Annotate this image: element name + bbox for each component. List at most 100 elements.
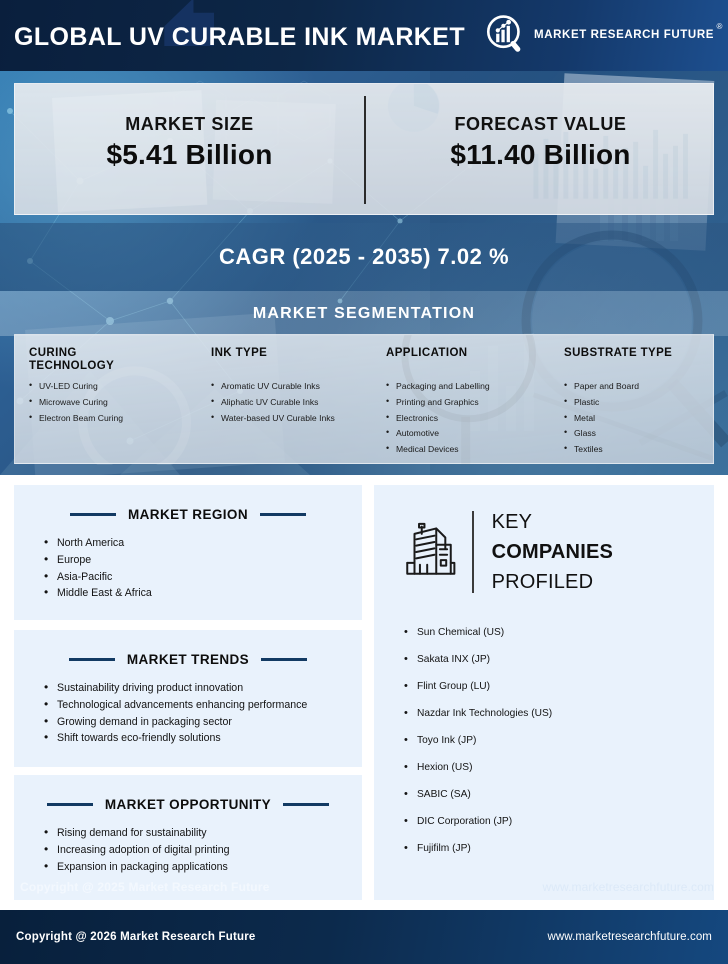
dash-right-icon [259, 513, 306, 516]
dash-left-icon [70, 513, 117, 516]
market-region-header: MARKET REGION [14, 507, 362, 522]
list-item: Flint Group (LU) [404, 673, 714, 700]
dash-right-icon [283, 803, 330, 806]
segmentation-item: Aromatic UV Curable Inks [211, 378, 386, 395]
list-item: Sun Chemical (US) [404, 619, 714, 646]
cagr-band: CAGR (2025 - 2035) 7.02 % [0, 223, 728, 291]
cagr-text: CAGR (2025 - 2035) 7.02 % [218, 244, 510, 269]
segmentation-item: Plastic [564, 394, 709, 411]
list-item: Technological advancements enhancing per… [44, 696, 362, 714]
list-item: Expansion in packaging applications [44, 858, 362, 876]
page-header: GLOBAL UV CURABLE INK MARKET MARKET RESE… [0, 0, 728, 71]
market-research-future-logo-icon [487, 15, 521, 52]
list-item: Sakata INX (JP) [404, 646, 714, 673]
segmentation-column-substrate-type: SUBSTRATE TYPE Paper and Board Plastic M… [564, 347, 709, 463]
watermark-row: Copyright @ 2025 Market Research Future … [0, 880, 728, 902]
key-companies-header: KEY COMPANIES PROFILED [374, 485, 714, 597]
key-stats-panel: MARKET SIZE $5.41 Billion FORECAST VALUE… [14, 83, 714, 215]
dash-left-icon [46, 803, 93, 806]
hero-section: MARKET SIZE $5.41 Billion FORECAST VALUE… [0, 71, 728, 475]
segmentation-item: UV-LED Curing [29, 378, 211, 395]
brand-logo[interactable]: MARKET RESEARCH FUTURE ® [485, 14, 722, 56]
market-segmentation-panel: CURING TECHNOLOGY UV-LED Curing Microwav… [14, 334, 714, 465]
stats-panel-background [52, 84, 688, 213]
segmentation-column-curing-technology: CURING TECHNOLOGY UV-LED Curing Microwav… [29, 347, 211, 463]
market-region-title: MARKET REGION [128, 507, 248, 522]
forecast-value-value: $11.40 Billion [450, 139, 631, 170]
brand-logo-label: MARKET RESEARCH FUTURE [534, 29, 714, 41]
segmentation-item: Electronics [386, 410, 564, 427]
segmentation-item: Printing and Graphics [386, 394, 564, 411]
segmentation-item: Water-based UV Curable Inks [211, 410, 386, 427]
list-item: Asia-Pacific [44, 568, 362, 586]
key-companies-title: KEY COMPANIES PROFILED [492, 507, 613, 597]
segmentation-heading: SUBSTRATE TYPE [564, 347, 673, 359]
segmentation-item: Metal [564, 410, 709, 427]
segmentation-item: Medical Devices [386, 441, 564, 458]
key-companies-title-line3: PROFILED [491, 571, 594, 593]
market-segmentation-title-band: MARKET SEGMENTATION [0, 291, 728, 336]
forecast-value-stat: FORECAST VALUE $11.40 Billion [366, 114, 715, 171]
segmentation-list: Paper and Board Plastic Metal Glass Text… [564, 378, 709, 458]
key-companies-list: Sun Chemical (US) Sakata INX (JP) Flint … [404, 619, 714, 862]
list-item: Growing demand in packaging sector [44, 713, 362, 731]
forecast-value-label: FORECAST VALUE [454, 114, 627, 134]
segmentation-item: Glass [564, 425, 709, 442]
list-item: SABIC (SA) [404, 781, 714, 808]
key-companies-card: KEY COMPANIES PROFILED Sun Chemical (US)… [374, 485, 714, 900]
dash-left-icon [68, 658, 115, 661]
footer-website[interactable]: www.marketresearchfuture.com [547, 931, 712, 943]
market-size-label: MARKET SIZE [125, 114, 254, 134]
list-item: DIC Corporation (JP) [404, 808, 714, 835]
segmentation-item: Textiles [564, 441, 709, 458]
segmentation-item: Aliphatic UV Curable Inks [211, 394, 386, 411]
market-opportunity-list: Rising demand for sustainability Increas… [44, 824, 362, 876]
market-region-list: North America Europe Asia-Pacific Middle… [44, 534, 362, 602]
list-item: Europe [44, 551, 362, 569]
page-title: GLOBAL UV CURABLE INK MARKET [14, 23, 466, 51]
segmentation-column-application: APPLICATION Packaging and Labelling Prin… [386, 347, 564, 463]
market-trends-list: Sustainability driving product innovatio… [44, 679, 362, 747]
segmentation-list: Aromatic UV Curable Inks Aliphatic UV Cu… [211, 378, 386, 427]
segmentation-heading: CURING TECHNOLOGY [29, 347, 115, 372]
brand-logo-text: MARKET RESEARCH FUTURE ® [534, 22, 722, 41]
key-companies-divider [472, 511, 474, 593]
watermark-copyright: Copyright @ 2025 Market Research Future [20, 880, 270, 894]
list-item: North America [44, 534, 362, 552]
segmentation-list: Packaging and Labelling Printing and Gra… [386, 378, 564, 458]
segmentation-heading: INK TYPE [211, 347, 268, 359]
segmentation-list: UV-LED Curing Microwave Curing Electron … [29, 378, 211, 427]
dash-right-icon [261, 658, 308, 661]
footer-copyright: Copyright @ 2026 Market Research Future [16, 931, 256, 943]
segmentation-item: Electron Beam Curing [29, 410, 211, 427]
segmentation-item: Paper and Board [564, 378, 709, 395]
list-item: Fujifilm (JP) [404, 835, 714, 862]
list-item: Sustainability driving product innovatio… [44, 679, 362, 697]
market-segmentation-title: MARKET SEGMENTATION [252, 304, 476, 322]
office-building-icon [406, 522, 456, 575]
list-item: Increasing adoption of digital printing [44, 841, 362, 859]
market-size-stat: MARKET SIZE $5.41 Billion [15, 114, 364, 171]
segmentation-heading: APPLICATION [386, 347, 468, 359]
market-size-value: $5.41 Billion [106, 139, 273, 170]
segmentation-item: Automotive [386, 425, 564, 442]
list-item: Shift towards eco-friendly solutions [44, 729, 362, 747]
page-footer: Copyright @ 2026 Market Research Future … [0, 910, 728, 964]
list-item: Toyo Ink (JP) [404, 727, 714, 754]
watermark-website: www.marketresearchfuture.com [542, 880, 714, 894]
list-item: Hexion (US) [404, 754, 714, 781]
segmentation-item: Microwave Curing [29, 394, 211, 411]
stats-divider [364, 96, 366, 204]
segmentation-item: Packaging and Labelling [386, 378, 564, 395]
key-companies-title-line1: KEY [491, 511, 533, 533]
list-item: Nazdar Ink Technologies (US) [404, 700, 714, 727]
key-companies-title-line2: COMPANIES [491, 541, 614, 563]
market-trends-card: MARKET TRENDS Sustainability driving pro… [14, 630, 362, 767]
list-item: Middle East & Africa [44, 584, 362, 602]
list-item: Rising demand for sustainability [44, 824, 362, 842]
market-opportunity-card: MARKET OPPORTUNITY Rising demand for sus… [14, 775, 362, 900]
lower-section: MARKET REGION North America Europe Asia-… [0, 475, 728, 910]
registered-mark-icon: ® [716, 22, 723, 31]
segmentation-columns: CURING TECHNOLOGY UV-LED Curing Microwav… [15, 335, 713, 463]
